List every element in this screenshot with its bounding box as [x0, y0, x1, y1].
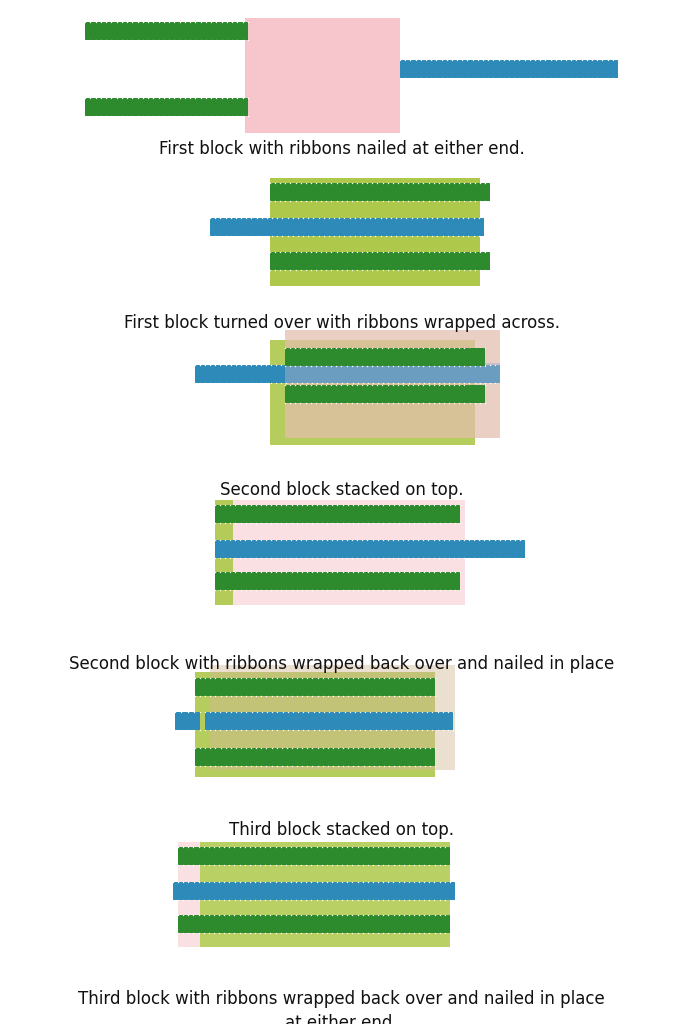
Bar	[270, 178, 480, 286]
Bar	[200, 842, 450, 947]
Bar	[178, 847, 450, 865]
Bar	[195, 365, 500, 383]
Bar	[195, 748, 435, 766]
Bar	[270, 340, 475, 445]
Bar	[270, 183, 490, 201]
Bar	[173, 882, 455, 900]
Bar	[175, 712, 200, 730]
Bar	[270, 252, 490, 270]
Bar	[210, 218, 484, 236]
Text: Third block with ribbons wrapped back over and nailed in place
at either end.: Third block with ribbons wrapped back ov…	[78, 990, 605, 1024]
Bar	[470, 348, 485, 366]
Bar	[195, 678, 435, 696]
Text: First block with ribbons nailed at either end.: First block with ribbons nailed at eithe…	[158, 140, 525, 159]
Text: Second block with ribbons wrapped back over and nailed in place
at either end.: Second block with ribbons wrapped back o…	[69, 655, 614, 697]
Bar	[285, 330, 500, 438]
Bar	[215, 505, 460, 523]
Bar	[85, 98, 248, 116]
Text: First block turned over with ribbons wrapped across.: First block turned over with ribbons wra…	[124, 314, 559, 333]
Bar	[85, 22, 248, 40]
Bar	[178, 842, 200, 947]
Bar	[285, 348, 485, 366]
Bar	[245, 18, 400, 133]
Bar	[470, 385, 485, 403]
Bar	[205, 712, 453, 730]
Text: Third block stacked on top.: Third block stacked on top.	[229, 821, 454, 840]
Bar	[215, 540, 525, 558]
Bar	[215, 500, 465, 605]
Bar	[178, 915, 450, 933]
Bar	[400, 60, 618, 78]
Bar	[285, 330, 500, 438]
Bar	[195, 672, 435, 777]
Bar	[215, 500, 233, 605]
Bar	[215, 572, 460, 590]
Bar	[285, 385, 485, 403]
Bar	[285, 362, 500, 383]
Text: Second block stacked on top.: Second block stacked on top.	[220, 481, 463, 500]
Bar	[210, 665, 455, 770]
